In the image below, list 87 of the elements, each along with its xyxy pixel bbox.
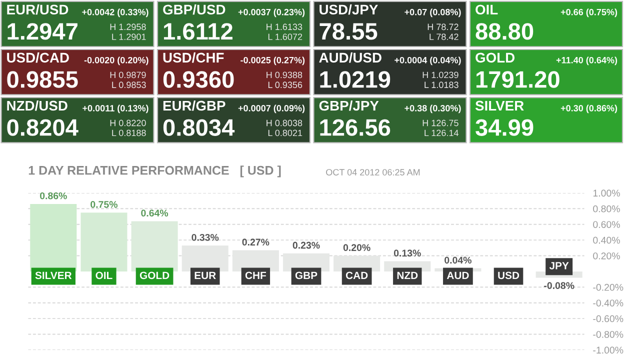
x-tick-label: CHF (245, 272, 266, 280)
text: 1.6112 (164, 23, 232, 40)
text: 0.8204 (7, 119, 78, 136)
x-tick-label: EUR (194, 272, 216, 280)
text: +11.40 (0.64%) (556, 56, 618, 66)
data-label: 0.04% (444, 256, 472, 264)
y-tick-label: -0.20% (593, 284, 624, 291)
x-tick-label: USD (498, 272, 520, 280)
text: L 1.6072 (268, 34, 302, 40)
data-label: 0.64% (141, 210, 168, 217)
text: OCT 04 2012 06:25 AM (326, 169, 420, 176)
x-tick-label: JPY (549, 262, 569, 270)
text: 1.2947 (8, 23, 78, 40)
text: L 0.9853 (112, 82, 146, 88)
text: H 0.9388 (266, 72, 302, 78)
text: 0.8034 (163, 119, 235, 136)
category-label: AUD/USD (319, 52, 382, 63)
text: 34.99 (476, 119, 534, 136)
text: H 78.72 (428, 24, 458, 30)
category-label: USD/CHF (163, 52, 224, 63)
data-label: 0.27% (242, 238, 270, 246)
text: L 1.2901 (112, 34, 146, 40)
category-label: GBP/USD (163, 4, 226, 15)
x-tick-label: CAD (346, 272, 368, 280)
y-tick-label: -0.60% (593, 315, 624, 322)
text: L 0.9356 (268, 82, 302, 88)
text: +0.38 (0.30%) (404, 104, 461, 114)
text: +0.07 (0.08%) (404, 8, 461, 18)
y-tick-label: -0.80% (593, 330, 624, 338)
data-label: 0.13% (394, 250, 421, 257)
text: H 1.0239 (422, 72, 458, 78)
text: 1.0219 (320, 71, 390, 88)
text: H 1.2958 (110, 24, 146, 30)
text: +0.0007 (0.09%) (238, 104, 305, 114)
x-tick-label: AUD (446, 272, 469, 280)
text: 1791.20 (476, 71, 560, 88)
category-label: EUR/USD (7, 4, 68, 15)
text: L 126.14 (424, 130, 458, 136)
category-label: NZD/USD (7, 100, 68, 111)
category-label: EUR/GBP (163, 100, 226, 111)
category-label: GOLD (476, 52, 515, 63)
text: L 0.8188 (112, 130, 146, 136)
y-tick-label: 0.80% (593, 205, 620, 212)
text: H 1.6133 (266, 24, 302, 30)
y-tick-label: -0.40% (593, 300, 624, 306)
y-tick-label: 0.40% (593, 236, 620, 244)
text: 0.9855 (7, 71, 78, 88)
y-tick-label: -1.00% (593, 346, 624, 354)
x-tick-label: OIL (96, 272, 112, 280)
text: L 1.0183 (424, 82, 458, 88)
category-label: GBP/JPY (319, 100, 379, 111)
y-tick-label: 1.00% (593, 190, 620, 197)
x-tick-label: GOLD (140, 272, 170, 280)
x-tick-label: SILVER (35, 272, 72, 280)
category-label: USD/CAD (7, 52, 69, 63)
data-label: 0.20% (343, 244, 370, 252)
text: L 0.8021 (268, 130, 302, 136)
data-label: 0.23% (292, 242, 320, 249)
text: +0.30 (0.86%) (560, 104, 618, 114)
category-label: USD/JPY (320, 4, 378, 15)
text: H 0.9879 (110, 72, 146, 78)
text: 126.56 (320, 119, 390, 136)
text: H 0.8220 (110, 120, 146, 126)
text: L 78.42 (430, 34, 458, 40)
text: +0.0042 (0.33%) (82, 8, 148, 18)
chart-title: 1 DAY RELATIVE PERFORMANCE [ USD ] (28, 166, 281, 178)
text: -0.0020 (0.20%) (84, 56, 148, 66)
text: 0.9360 (163, 71, 234, 88)
x-tick-label: NZD (397, 272, 418, 279)
text: 78.55 (320, 23, 378, 40)
category-label: OIL (476, 4, 498, 15)
data-label: 0.86% (40, 192, 67, 200)
text: +0.0011 (0.13%) (82, 104, 148, 114)
text: +0.0037 (0.23%) (238, 8, 305, 18)
y-tick-label: 0.20% (593, 252, 620, 260)
text: H 0.8038 (266, 120, 302, 126)
text: 88.80 (476, 23, 534, 40)
y-tick-label: 0.60% (593, 221, 620, 228)
text: -0.0025 (0.27%) (240, 56, 305, 66)
data-label: -0.08% (544, 282, 574, 290)
text: +0.66 (0.75%) (560, 8, 618, 18)
text: +0.0004 (0.04%) (394, 56, 461, 66)
data-label: 0.75% (90, 200, 118, 208)
text: H 126.75 (422, 120, 458, 126)
category-label: SILVER (475, 100, 524, 111)
data-label: 0.33% (192, 234, 219, 241)
x-tick-label: GBP (295, 272, 318, 280)
